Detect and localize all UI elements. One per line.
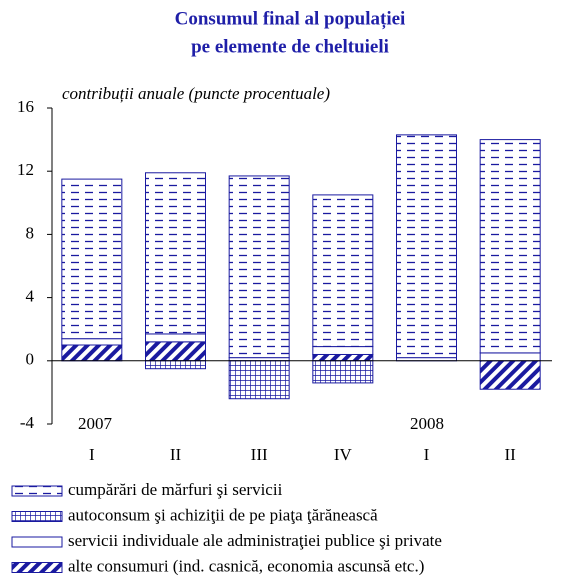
y-tick-label: 8 xyxy=(26,223,35,242)
bar-segment xyxy=(145,360,206,370)
bar-segment xyxy=(61,338,123,346)
bar-segment xyxy=(396,134,457,359)
legend-swatch xyxy=(11,485,63,497)
x-tick-label: I xyxy=(424,445,430,464)
legend-swatch xyxy=(11,511,63,522)
x-tick-label: IV xyxy=(334,445,353,464)
chart-subtitle: contribuții anuale (puncte procentuale) xyxy=(62,84,330,103)
bar-segment xyxy=(61,344,123,362)
x-tick-label: III xyxy=(251,445,268,464)
legend-label: servicii individuale ale administraţiei … xyxy=(68,531,442,550)
bar-segment xyxy=(145,341,206,362)
legend-swatch xyxy=(11,536,63,548)
bar-segment xyxy=(145,333,206,343)
x-tick-label: I xyxy=(89,445,95,464)
bar-segment xyxy=(228,175,290,359)
bar-segment xyxy=(479,360,541,390)
bar-segment xyxy=(312,353,374,362)
bar-segment xyxy=(312,360,374,384)
legend-label: alte consumuri (ind. casnică, economia a… xyxy=(68,556,424,575)
year-label: 2008 xyxy=(410,414,444,433)
bar-segment xyxy=(145,172,206,335)
bar-segment xyxy=(228,360,290,400)
legend-label: autoconsum şi achiziţii de pe piaţa ţără… xyxy=(68,505,378,524)
x-tick-label: II xyxy=(170,445,182,464)
y-tick-label: 16 xyxy=(17,97,34,116)
y-tick-label: 0 xyxy=(26,350,35,369)
legend-swatch xyxy=(11,562,63,573)
y-tick-label: 12 xyxy=(17,160,34,179)
legend-label: cumpărări de mărfuri şi servicii xyxy=(68,480,283,499)
bar-segment xyxy=(312,346,374,355)
chart-title: Consumul final al populației xyxy=(175,8,406,29)
bar-segment xyxy=(312,194,374,348)
year-label: 2007 xyxy=(78,414,113,433)
bar-segment xyxy=(479,352,541,362)
y-tick-label: -4 xyxy=(20,413,35,432)
x-tick-label: II xyxy=(505,445,517,464)
bar-segment xyxy=(61,178,123,340)
chart-title: pe elemente de cheltuieli xyxy=(191,36,389,57)
bar-segment xyxy=(479,139,541,354)
y-tick-label: 4 xyxy=(26,287,35,306)
